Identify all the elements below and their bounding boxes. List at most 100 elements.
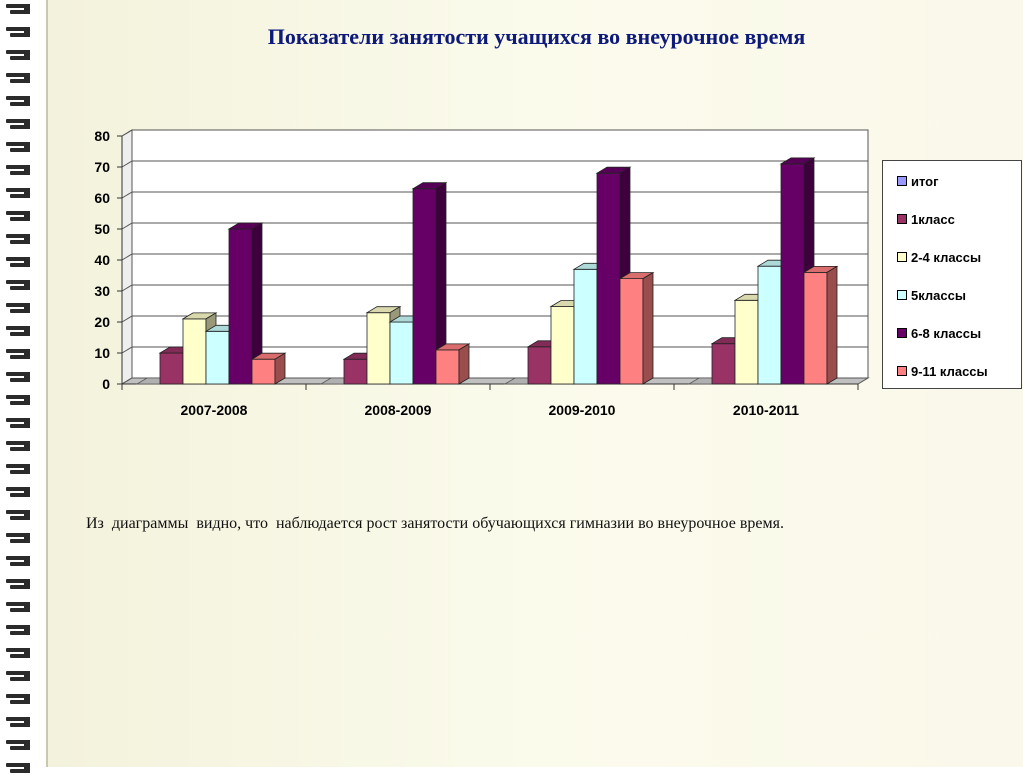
chart-legend: итог 1класс 2-4 классы 5классы 6-8 классы 9-1… [882, 160, 1022, 389]
bar-chart: 0 10 20 30 40 50 60 70 80 2007-2008 2008-2009 2009-… [94, 128, 870, 418]
spiral-ring [6, 234, 32, 244]
bar-side [826, 265, 838, 385]
spiral-ring [6, 487, 32, 497]
spiral-ring [6, 211, 32, 221]
bar-front [228, 228, 253, 385]
slide-page: Показатели занятости учащихся во внеуроч… [46, 0, 1023, 767]
legend-label: 2-4 классы [911, 249, 982, 265]
legend-swatch [897, 252, 907, 262]
bar-front [182, 318, 207, 385]
y-tick-label: 20 [94, 314, 110, 330]
spiral-ring [6, 50, 32, 60]
bar-front [573, 268, 598, 385]
gridline-depth [121, 315, 133, 323]
gridline-depth [121, 191, 133, 199]
spiral-ring [6, 763, 32, 773]
y-tick-label: 60 [94, 190, 110, 206]
spiral-ring [6, 119, 32, 129]
x-tick-label: 2009-2010 [549, 402, 616, 418]
spiral-ring [6, 142, 32, 152]
legend-swatch [897, 176, 907, 186]
bar-front [619, 278, 644, 385]
bar-front [527, 346, 552, 385]
y-tick-label: 30 [94, 283, 110, 299]
spiral-ring [6, 418, 32, 428]
bar-front [757, 265, 782, 385]
legend-swatch [897, 290, 907, 300]
bar-front [366, 312, 391, 385]
gridline-depth [121, 222, 133, 230]
bar-front [780, 163, 805, 385]
y-tick-label: 0 [102, 376, 110, 392]
spiral-ring [6, 188, 32, 198]
spiral-ring [6, 694, 32, 704]
spiral-ring [6, 533, 32, 543]
legend-item: 6-8 классы [897, 325, 981, 341]
gridline-depth [121, 253, 133, 261]
spiral-ring [6, 510, 32, 520]
spiral-ring [6, 717, 32, 727]
legend-item: 1класс [897, 211, 955, 227]
spiral-binding [0, 0, 46, 773]
x-tick-label: 2010-2011 [733, 402, 799, 418]
spiral-ring [6, 4, 32, 14]
spiral-ring [6, 671, 32, 681]
spiral-ring [6, 395, 32, 405]
y-tick-label: 70 [94, 159, 110, 175]
legend-item: 9-11 классы [897, 363, 988, 379]
spiral-ring [6, 165, 32, 175]
spiral-ring [6, 73, 32, 83]
spiral-ring [6, 303, 32, 313]
spiral-ring [6, 326, 32, 336]
spiral-ring [6, 349, 32, 359]
legend-swatch [897, 366, 907, 376]
bar-front [803, 271, 828, 385]
legend-swatch [897, 328, 907, 338]
legend-label: итог [911, 173, 939, 189]
gridline-depth [121, 346, 133, 354]
spiral-ring [6, 96, 32, 106]
spiral-ring [6, 441, 32, 451]
legend-label: 1класс [911, 211, 955, 227]
spiral-ring [6, 579, 32, 589]
y-tick-label: 40 [94, 252, 110, 268]
bar-front [435, 349, 460, 385]
bar-front [205, 330, 230, 385]
y-tick-label: 80 [94, 128, 110, 144]
legend-item: 2-4 классы [897, 249, 981, 265]
spiral-ring [6, 280, 32, 290]
spiral-ring [6, 556, 32, 566]
gridline-depth [121, 129, 133, 137]
slide-title: Показатели занятости учащихся во внеуроч… [267, 24, 806, 49]
legend-swatch [897, 214, 907, 224]
slide-caption: Из диаграммы видно, что наблюдается рост… [86, 515, 784, 532]
bar-front [343, 358, 368, 385]
gridline-depth [121, 284, 133, 292]
legend-label: 5классы [911, 287, 966, 303]
legend-item: 5классы [897, 287, 966, 303]
spiral-ring [6, 27, 32, 37]
bar-side [642, 271, 654, 385]
spiral-ring [6, 602, 32, 612]
legend-label: 9-11 классы [911, 363, 988, 379]
bar-front [389, 321, 414, 385]
bar-front [412, 188, 437, 385]
x-tick-label: 2008-2009 [365, 402, 432, 418]
y-tick-label: 50 [94, 221, 110, 237]
bar-front [596, 172, 621, 385]
spiral-ring [6, 740, 32, 750]
gridline-depth [121, 160, 133, 168]
legend-item: итог [897, 173, 939, 189]
bar-side [458, 343, 470, 385]
bar-front [251, 358, 276, 385]
bar-front [159, 352, 184, 385]
y-tick-label: 10 [94, 345, 110, 361]
spiral-ring [6, 372, 32, 382]
bar-front [734, 299, 759, 385]
legend-label: 6-8 классы [911, 325, 982, 341]
spiral-ring [6, 648, 32, 658]
bar-front [711, 343, 736, 385]
spiral-ring [6, 464, 32, 474]
bar-front [550, 306, 575, 385]
x-tick-label: 2007-2008 [181, 402, 248, 418]
